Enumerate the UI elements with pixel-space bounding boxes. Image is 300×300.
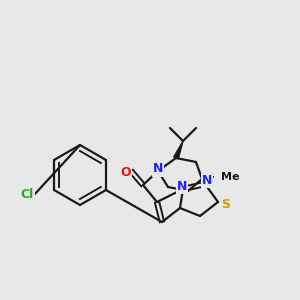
- Polygon shape: [174, 141, 183, 159]
- Text: Me: Me: [221, 172, 239, 182]
- Text: N: N: [202, 173, 212, 187]
- Text: O: O: [121, 166, 131, 178]
- Text: N: N: [153, 163, 163, 176]
- Text: N: N: [177, 179, 187, 193]
- Text: Cl: Cl: [20, 188, 34, 202]
- Text: S: S: [221, 197, 230, 211]
